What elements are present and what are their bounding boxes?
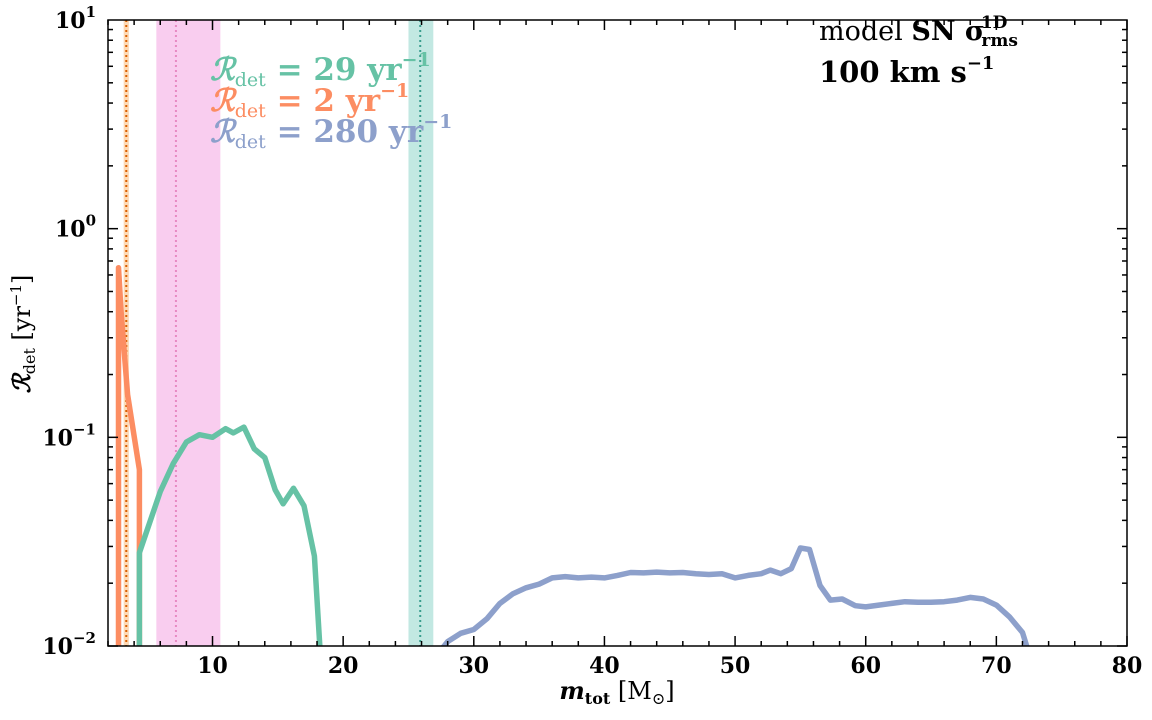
model-annotation: model SN σ1D rms 100 km s−1: [819, 13, 1018, 89]
x-tick-label: 40: [589, 653, 620, 679]
bands: [123, 20, 434, 646]
x-tick-label: 60: [850, 653, 881, 679]
y-axis: 10−2 10−1 100 101: [42, 3, 1127, 660]
series-lines: [115, 264, 1030, 646]
legend-entry-1: ℛdet = 2 yr−1: [210, 80, 409, 122]
band-0: [123, 20, 129, 646]
series-line-1: [136, 424, 323, 646]
series-line-2: [440, 545, 1030, 646]
x-tick-label: 20: [328, 653, 359, 679]
y-tick-label: 101: [55, 3, 96, 34]
x-tick-label: 10: [197, 653, 228, 679]
legend-entry-0: ℛdet = 29 yr−1: [210, 49, 431, 91]
annotation-sub: rms: [981, 31, 1018, 51]
y-tick-label: 100: [55, 212, 96, 243]
x-axis: 10 20 30 40 50 60 70 80: [107, 20, 1143, 679]
plot-frame: [107, 19, 1128, 647]
annotation-sup: 1D: [981, 13, 1008, 33]
y-axis-label: ℛdet [yr−1]: [7, 275, 39, 394]
x-tick-label: 70: [981, 653, 1012, 679]
y-tick-label: 10−2: [42, 629, 96, 660]
x-tick-label: 30: [458, 653, 489, 679]
svg-text:100 km s−1: 100 km s−1: [819, 53, 994, 89]
annotation-prefix: model: [819, 16, 911, 47]
legend-entry-2: ℛdet = 280 yr−1: [210, 111, 452, 153]
x-axis-label: mtot [M⊙]: [559, 676, 674, 708]
x-tick-label: 50: [720, 653, 751, 679]
band-1: [156, 20, 221, 646]
series-line-0: [115, 264, 143, 646]
annotation-velocity-sup: −1: [967, 53, 995, 74]
annotation-velocity: 100 km s: [819, 55, 967, 89]
y-tick-label: 10−1: [42, 420, 96, 451]
annotation-model: SN σ: [911, 16, 985, 47]
x-tick-label: 80: [1112, 653, 1143, 679]
